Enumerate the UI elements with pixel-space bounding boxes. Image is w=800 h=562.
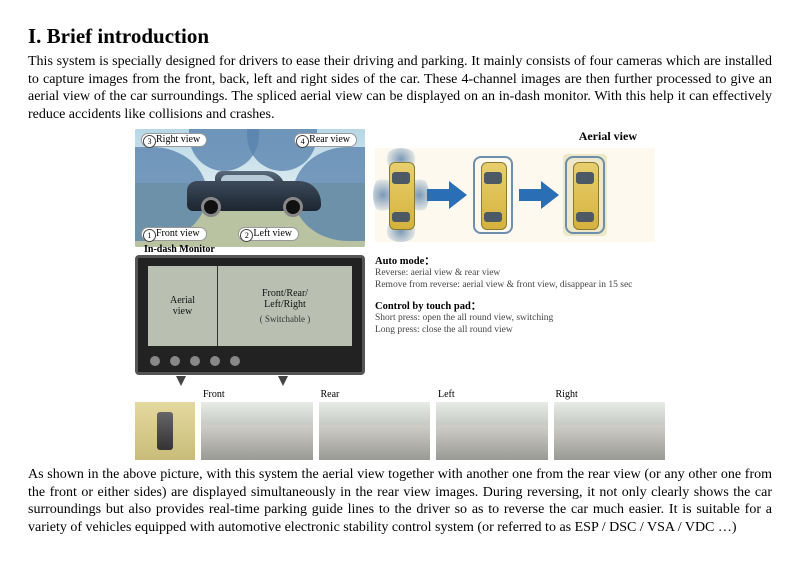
figure-block: 3Right view 4Rear view 1Front view 2Left… <box>28 129 772 460</box>
monitor-left-pane: Aerial view <box>148 266 218 346</box>
monitor-button <box>170 356 180 366</box>
label-left-view: 2Left view <box>238 227 299 241</box>
auto-mode-line: Reverse: aerial view & rear view <box>375 268 655 280</box>
control-mode-title: Control by touch pad： <box>375 300 655 313</box>
camera-views-panel: 3Right view 4Rear view 1Front view 2Left… <box>135 129 365 247</box>
thumb-rear: Rear <box>319 389 431 460</box>
in-dash-monitor: In-dash Monitor Aerial view Front/Rear/ … <box>135 255 365 375</box>
thumbnail-row: Front Rear Left Right <box>135 389 665 460</box>
monitor-button <box>150 356 160 366</box>
figure-row-2: In-dash Monitor Aerial view Front/Rear/ … <box>135 255 665 375</box>
aerial-title: Aerial view <box>375 129 637 144</box>
control-mode-line: Long press: close the all round view <box>375 325 655 337</box>
monitor-button <box>230 356 240 366</box>
monitor-button <box>190 356 200 366</box>
figure-row-1: 3Right view 4Rear view 1Front view 2Left… <box>135 129 665 247</box>
aerial-view-panel: Aerial view <box>375 129 655 247</box>
label-front-view: 1Front view <box>141 227 207 241</box>
label-rear-view: 4Rear view <box>294 133 357 147</box>
monitor-button <box>210 356 220 366</box>
modes-text: Auto mode： Reverse: aerial view & rear v… <box>375 255 655 375</box>
monitor-right-pane: Front/Rear/ Left/Right ( Switchable ) <box>218 266 352 346</box>
topdown-car-merged <box>471 154 515 236</box>
arrow-down-icon <box>278 376 288 386</box>
auto-mode-title: Auto mode： <box>375 255 655 268</box>
thumb-front: Front <box>201 389 313 460</box>
thumb-right: Right <box>554 389 666 460</box>
thumb-aerial <box>135 400 195 460</box>
auto-mode-line: Remove from reverse: aerial view & front… <box>375 280 655 292</box>
control-mode-line: Short press: open the all round view, sw… <box>375 313 655 325</box>
intro-paragraph-2: As shown in the above picture, with this… <box>28 466 772 536</box>
car-side-illustration <box>187 169 321 217</box>
section-heading: I. Brief introduction <box>28 24 772 49</box>
thumb-left: Left <box>436 389 548 460</box>
arrow-right-icon <box>427 181 467 209</box>
arrow-down-icon <box>176 376 186 386</box>
label-right-view: 3Right view <box>141 133 207 147</box>
monitor-title: In-dash Monitor <box>144 244 215 255</box>
intro-paragraph-1: This system is specially designed for dr… <box>28 53 772 123</box>
topdown-car-result <box>563 154 607 236</box>
arrow-right-icon <box>519 181 559 209</box>
topdown-car-with-cones <box>379 154 423 236</box>
